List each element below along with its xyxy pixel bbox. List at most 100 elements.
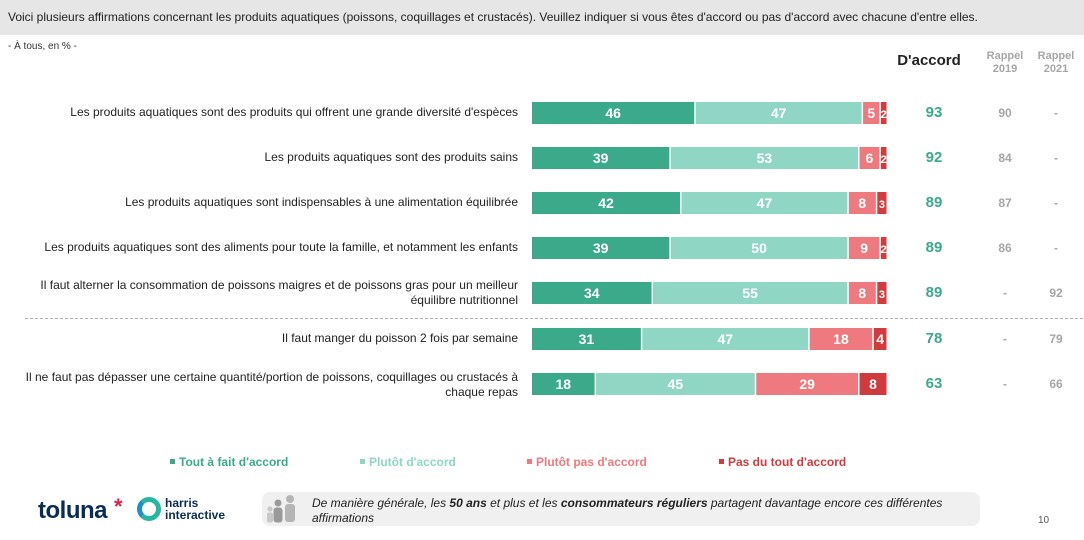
rappel-2021-header-line2: 2021 <box>1043 63 1069 75</box>
people-icon <box>267 495 295 523</box>
bar-segment-plutot-pas <box>859 147 880 169</box>
rappel-2021-value: 92 <box>1049 286 1063 300</box>
toluna-star-icon: * <box>114 494 123 519</box>
bar-value-label: 5 <box>867 105 875 121</box>
accord-total: 92 <box>925 149 943 166</box>
rappel-2019-header-line1: Rappel <box>986 50 1024 62</box>
rappel-2019-value: 87 <box>998 196 1012 210</box>
harris-logo-line1: harris <box>165 496 199 510</box>
bar-value-label: 6 <box>866 150 874 166</box>
bar-segment-tout-a-fait <box>532 328 641 350</box>
bar-value-label: 9 <box>860 240 868 256</box>
rappel-2019-value: - <box>1003 332 1007 346</box>
legend-swatch-pas-du-tout <box>719 459 724 465</box>
accord-total: 89 <box>925 194 943 211</box>
accord-total: 78 <box>925 330 943 347</box>
bar-value-label: 45 <box>668 376 684 392</box>
row-label: Il faut manger du poisson 2 fois par sem… <box>281 331 518 345</box>
bar-segment-tout-a-fait <box>532 373 595 395</box>
bar-segment-tout-a-fait <box>532 102 695 124</box>
bar-value-label: 47 <box>717 331 733 347</box>
rappel-2021-column-header: Rappel 2021 <box>1032 50 1080 76</box>
note-part-1: De manière générale, les <box>312 496 450 510</box>
bar-segment-plutot-pas <box>863 102 880 124</box>
rappel-2019-value: - <box>1003 286 1007 300</box>
bar-value-label: 18 <box>556 376 572 392</box>
rappel-2019-value: - <box>1003 377 1007 391</box>
bar-value-label: 47 <box>757 195 773 211</box>
bar-value-label: 55 <box>742 285 758 301</box>
row-label: Les produits aquatiques sont des produit… <box>264 150 519 164</box>
rappel-2021-value: - <box>1054 241 1058 255</box>
bar-segment-pas-du-tout <box>859 373 887 395</box>
bar-value-label: 3 <box>879 199 885 211</box>
row-label: Il faut alterner la consommation de pois… <box>40 278 518 307</box>
harris-interactive-logo: harris interactive <box>165 497 225 521</box>
accord-column-header: D'accord <box>897 52 961 69</box>
bar-value-label: 2 <box>881 154 887 166</box>
bar-segment-plutot-pas <box>809 328 873 350</box>
bar-value-label: 47 <box>771 105 787 121</box>
legend-swatch-plutot <box>360 459 365 465</box>
row-label: Les produits aquatiques sont indispensab… <box>125 195 518 209</box>
bar-segment-plutot <box>695 102 862 124</box>
harris-ring-icon <box>137 497 161 521</box>
legend-label-pas-du-tout: Pas du tout d'accord <box>728 455 847 469</box>
bar-value-label: 39 <box>593 150 609 166</box>
bar-value-label: 4 <box>876 331 884 347</box>
bar-segment-pas-du-tout <box>873 328 887 350</box>
note-part-2: 50 ans <box>449 496 487 510</box>
group-divider <box>25 318 1083 319</box>
bar-value-label: 18 <box>833 331 849 347</box>
bar-segment-plutot-pas <box>756 373 859 395</box>
bar-segment-plutot <box>596 373 755 395</box>
bar-segment-tout-a-fait <box>532 147 670 169</box>
rappel-2021-header-line1: Rappel <box>1037 50 1075 62</box>
bar-value-label: 46 <box>605 105 621 121</box>
note-part-3: et plus et les <box>486 496 561 510</box>
bar-value-label: 34 <box>584 285 600 301</box>
bar-value-label: 8 <box>858 285 866 301</box>
row-label: Les produits aquatiques sont des produit… <box>70 105 518 119</box>
base-note: - À tous, en % - <box>8 41 77 52</box>
legend-label-plutot-pas: Plutôt pas d'accord <box>536 455 647 469</box>
rappel-2019-value: 90 <box>998 106 1012 120</box>
bar-segment-pas-du-tout <box>877 192 887 214</box>
row-label: Il ne faut pas dépasser une certaine qua… <box>25 370 518 399</box>
bar-segment-plutot <box>670 237 848 259</box>
key-insight-box <box>262 492 980 526</box>
bar-value-label: 29 <box>799 376 815 392</box>
accord-total: 89 <box>925 284 943 301</box>
bar-segment-plutot-pas <box>848 237 880 259</box>
bar-value-label: 31 <box>579 331 595 347</box>
bar-segment-plutot-pas <box>848 282 876 304</box>
bar-segment-tout-a-fait <box>532 237 670 259</box>
bar-value-label: 8 <box>869 376 877 392</box>
bar-value-label: 50 <box>751 240 767 256</box>
bar-value-label: 53 <box>757 150 773 166</box>
question-header-bar <box>0 0 1084 35</box>
rappel-2021-value: - <box>1054 106 1058 120</box>
bar-segment-plutot <box>642 328 809 350</box>
legend-plutot-pas: Plutôt pas d'accord <box>527 455 647 469</box>
bar-segment-pas-du-tout <box>880 147 887 169</box>
legend-label-plutot: Plutôt d'accord <box>369 455 456 469</box>
bar-segment-tout-a-fait <box>532 282 652 304</box>
bar-value-label: 2 <box>881 109 887 121</box>
bar-value-label: 3 <box>879 289 885 301</box>
legend-pas-du-tout: Pas du tout d'accord <box>719 455 846 469</box>
rappel-2019-header-line2: 2019 <box>992 63 1018 75</box>
rappel-2021-value: 66 <box>1049 377 1063 391</box>
rappel-2021-value: 79 <box>1049 332 1063 346</box>
rappel-2019-column-header: Rappel 2019 <box>980 50 1030 76</box>
bar-value-label: 8 <box>858 195 866 211</box>
bar-value-label: 2 <box>881 244 887 256</box>
bar-segment-plutot <box>670 147 859 169</box>
legend-label-tout-a-fait: Tout à fait d'accord <box>179 455 289 469</box>
row-label: Les produits aquatiques sont des aliment… <box>44 240 518 254</box>
toluna-logo: toluna <box>38 497 108 524</box>
rappel-2019-value: 84 <box>998 151 1012 165</box>
legend-plutot: Plutôt d'accord <box>360 455 456 469</box>
key-insight-text: De manière générale, les 50 ans et plus … <box>312 496 972 526</box>
bar-value-label: 39 <box>593 240 609 256</box>
